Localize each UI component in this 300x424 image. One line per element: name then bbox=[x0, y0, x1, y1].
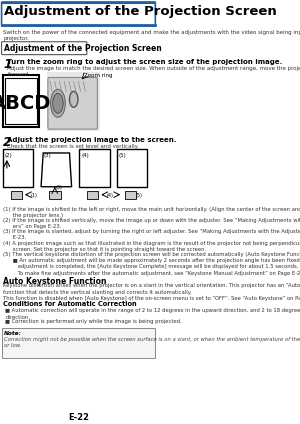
Circle shape bbox=[52, 93, 63, 113]
Text: (3) If the image is slanted, adjust by turning the right or left adjuster. See “: (3) If the image is slanted, adjust by t… bbox=[3, 229, 300, 240]
Bar bbox=[125, 191, 136, 199]
Text: E-22: E-22 bbox=[68, 413, 89, 422]
Text: (3): (3) bbox=[43, 153, 51, 158]
Text: (5): (5) bbox=[119, 153, 127, 158]
Text: Conditions for Automatic Correction: Conditions for Automatic Correction bbox=[3, 301, 137, 307]
Text: ■ Correction is performed only while the image is being projected.: ■ Correction is performed only while the… bbox=[5, 319, 182, 324]
Text: ■ Automatic correction will operate in the range of 2 to 12 degrees in the upwar: ■ Automatic correction will operate in t… bbox=[5, 308, 300, 320]
Bar bbox=[3, 75, 39, 127]
Text: (1): (1) bbox=[31, 192, 38, 198]
Bar bbox=[117, 149, 147, 187]
Text: (2) If the image is shifted vertically, move the image up or down with the adjus: (2) If the image is shifted vertically, … bbox=[3, 218, 300, 229]
Text: Adjust the image to match the desired screen size. When outside of the adjustmen: Adjust the image to match the desired sc… bbox=[8, 66, 300, 77]
Text: Adjustment of the Projection Screen: Adjustment of the Projection Screen bbox=[4, 5, 277, 18]
Text: (5): (5) bbox=[136, 192, 143, 198]
FancyBboxPatch shape bbox=[2, 328, 155, 358]
Text: (1) If the image is shifted to the left or right, move the main unit horizontall: (1) If the image is shifted to the left … bbox=[3, 206, 300, 218]
Text: Switch on the power of the connected equipment and make the adjustments with the: Switch on the power of the connected equ… bbox=[3, 30, 300, 42]
Bar bbox=[11, 191, 22, 199]
Text: (4) A projection image such as that illustrated in the diagram is the result of : (4) A projection image such as that illu… bbox=[3, 240, 300, 252]
Text: ABCD: ABCD bbox=[0, 95, 51, 113]
Bar bbox=[3, 149, 33, 187]
Text: (3): (3) bbox=[56, 185, 63, 190]
Text: Check that the screen is set level and vertically.: Check that the screen is set level and v… bbox=[8, 144, 139, 149]
Bar bbox=[87, 191, 98, 199]
Circle shape bbox=[50, 89, 65, 117]
Bar bbox=[47, 72, 100, 131]
Text: (5) The vertical keystone distortion of the projection screen will be corrected : (5) The vertical keystone distortion of … bbox=[3, 252, 300, 276]
Text: 2: 2 bbox=[3, 136, 12, 149]
Bar bbox=[5, 78, 38, 124]
Text: Adjustment of the Projection Screen: Adjustment of the Projection Screen bbox=[4, 44, 161, 53]
FancyBboxPatch shape bbox=[2, 2, 155, 26]
Text: Auto Keystone Function: Auto Keystone Function bbox=[3, 276, 107, 285]
Text: Keystone distortion arises when the projector is on a slant in the vertical orie: Keystone distortion arises when the proj… bbox=[3, 284, 300, 301]
Text: Zoom ring: Zoom ring bbox=[84, 73, 113, 78]
Text: Adjust the projection image to the screen.: Adjust the projection image to the scree… bbox=[8, 137, 177, 143]
FancyBboxPatch shape bbox=[48, 78, 98, 129]
Bar bbox=[79, 149, 110, 187]
Text: Correction might not be possible when the screen surface is on a slant, or when : Correction might not be possible when th… bbox=[4, 337, 300, 349]
Circle shape bbox=[70, 92, 78, 107]
Text: 1: 1 bbox=[3, 58, 12, 71]
Text: Turn the zoom ring to adjust the screen size of the projection image.: Turn the zoom ring to adjust the screen … bbox=[8, 59, 283, 64]
Bar bbox=[49, 191, 61, 199]
Text: (4): (4) bbox=[81, 153, 89, 158]
Polygon shape bbox=[41, 153, 72, 187]
Text: Note:: Note: bbox=[4, 331, 22, 336]
Text: (4): (4) bbox=[107, 192, 114, 198]
Text: (2): (2) bbox=[5, 153, 13, 158]
FancyBboxPatch shape bbox=[2, 42, 87, 55]
